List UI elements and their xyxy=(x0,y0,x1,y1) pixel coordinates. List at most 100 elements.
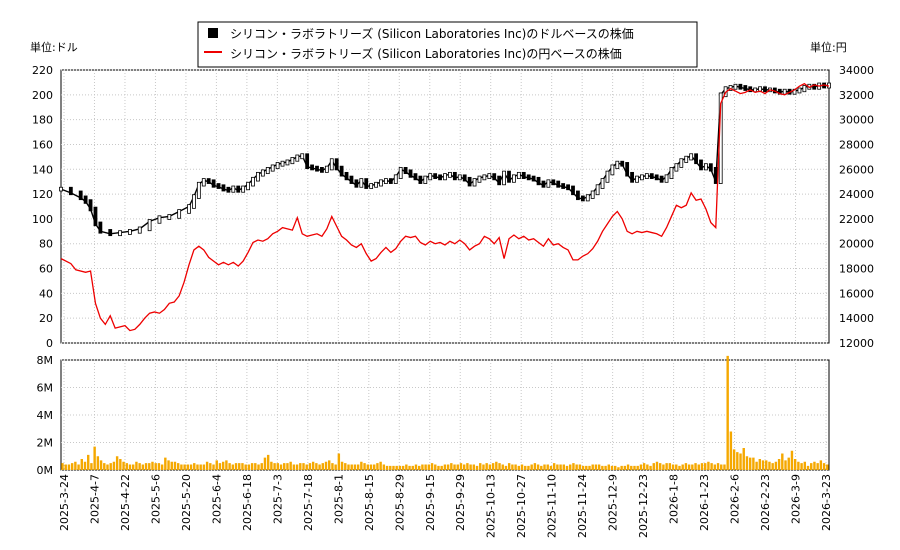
usd-candle xyxy=(265,167,270,175)
volume-bar xyxy=(482,464,485,470)
volume-bar xyxy=(389,465,392,470)
usd-candle xyxy=(576,190,580,201)
volume-bar xyxy=(250,463,254,470)
volume-bar xyxy=(241,463,244,470)
volume-bar xyxy=(803,461,807,470)
usd-candle xyxy=(226,186,231,193)
usd-candle xyxy=(763,86,767,93)
volume-bar xyxy=(466,463,469,470)
volume-bar xyxy=(196,464,199,470)
usd-candle xyxy=(78,190,83,201)
volume-bar xyxy=(328,460,331,470)
volume-bar xyxy=(266,454,270,470)
volume-bar xyxy=(363,463,366,470)
volume-bar xyxy=(315,463,318,470)
usd-candle xyxy=(694,153,698,165)
volume-bar xyxy=(527,465,530,470)
volume-bar xyxy=(552,463,556,470)
usd-candle xyxy=(580,195,585,202)
y-left-unit-label: 単位:ドル xyxy=(30,40,78,54)
volume-bar xyxy=(279,464,283,470)
usd-candle xyxy=(221,184,226,192)
volume-bar xyxy=(308,463,312,470)
volume-bar xyxy=(337,453,341,470)
volume-bar xyxy=(607,464,610,470)
volume-bar xyxy=(234,463,238,470)
volume-bar xyxy=(524,465,527,470)
usd-candle xyxy=(546,179,551,188)
usd-candle xyxy=(782,88,787,95)
volume-bar xyxy=(106,464,109,470)
volume-bar xyxy=(70,463,74,470)
volume-bar xyxy=(530,464,533,470)
volume-bar xyxy=(781,453,784,470)
usd-candle xyxy=(600,178,605,189)
volume-bar xyxy=(758,459,762,470)
volume-bar xyxy=(215,460,218,470)
volume-tick-label: 8M xyxy=(37,354,54,367)
volume-bar xyxy=(276,463,280,470)
volume-bar xyxy=(295,464,299,470)
usd-candle xyxy=(256,171,260,182)
volume-bar xyxy=(144,463,148,470)
volume-bar xyxy=(193,463,196,470)
usd-candle xyxy=(364,178,369,189)
volume-bar xyxy=(472,464,476,470)
usd-candle xyxy=(137,226,142,234)
volume-bar xyxy=(221,461,225,470)
volume-bar xyxy=(376,463,379,470)
volume-bar xyxy=(736,452,739,470)
volume-bar xyxy=(151,461,154,470)
volume-bar xyxy=(723,464,726,470)
volume-bar xyxy=(154,463,157,470)
volume-bar xyxy=(694,463,697,470)
usd-candle xyxy=(659,175,664,183)
usd-candle xyxy=(428,173,433,181)
usd-candle xyxy=(433,173,438,179)
usd-candle xyxy=(679,158,684,168)
usd-candle xyxy=(177,209,182,219)
y-right-tick-label: 18000 xyxy=(839,263,874,276)
volume-bar xyxy=(157,463,161,470)
volume-bar xyxy=(562,464,566,470)
volume-bar xyxy=(504,465,508,470)
volume-bar xyxy=(588,465,591,470)
volume-bar xyxy=(109,463,112,470)
volume-bar xyxy=(446,464,450,470)
volume-bars xyxy=(61,355,829,470)
usd-candle xyxy=(452,171,457,181)
volume-bar xyxy=(299,463,302,470)
usd-candle xyxy=(640,174,644,181)
usd-candle xyxy=(88,199,93,212)
volume-bar xyxy=(344,463,347,470)
y-left-tick-label: 160 xyxy=(32,138,53,151)
x-tick-label: 2025-10-13 xyxy=(485,474,498,538)
y-left-tick-label: 100 xyxy=(32,213,53,226)
y-left-tick-label: 40 xyxy=(39,287,53,300)
volume-bar xyxy=(797,461,800,470)
volume-bar xyxy=(93,446,96,470)
usd-candle xyxy=(664,174,669,183)
volume-bar xyxy=(456,464,459,470)
usd-candle xyxy=(275,162,280,170)
x-tick-label: 2026-2-23 xyxy=(759,474,772,531)
usd-candle xyxy=(482,174,487,181)
x-tick-label: 2026-3-23 xyxy=(820,474,833,531)
usd-candle xyxy=(448,171,452,178)
volume-bar xyxy=(710,463,713,470)
x-tick-label: 2025-7-18 xyxy=(302,474,315,531)
usd-candle xyxy=(118,230,122,237)
volume-bar xyxy=(331,463,334,470)
volume-bar xyxy=(244,464,247,470)
usd-candle xyxy=(625,162,630,177)
volume-bar xyxy=(614,465,617,470)
y-left-tick-label: 140 xyxy=(32,163,53,176)
volume-bar xyxy=(202,464,206,470)
volume-tick-label: 0M xyxy=(37,464,54,477)
usd-candle xyxy=(487,173,492,179)
y-right-tick-label: 28000 xyxy=(839,138,874,151)
volume-bar xyxy=(270,461,273,470)
x-tick-label: 2026-1-23 xyxy=(698,474,711,531)
volume-bar xyxy=(273,463,276,470)
volume-bar xyxy=(549,465,553,470)
